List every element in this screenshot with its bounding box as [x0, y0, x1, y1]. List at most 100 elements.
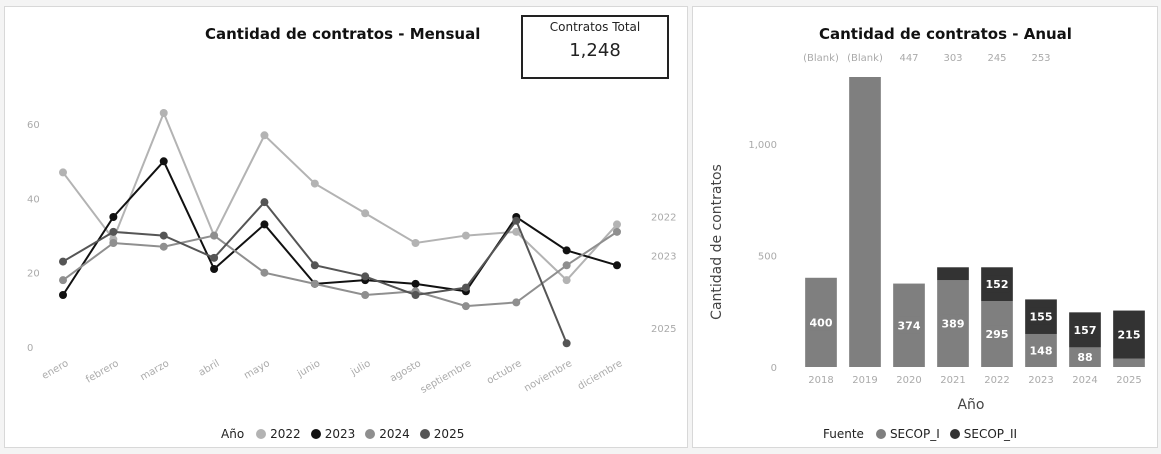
data-point-2022 [461, 231, 470, 240]
annual-total-label: (Blank) [847, 53, 883, 64]
data-point-2024 [512, 298, 521, 307]
data-point-2025 [361, 272, 370, 281]
legend-label-2025[interactable]: 2025 [433, 427, 465, 441]
monthly-x-tick-label: enero [40, 358, 70, 382]
legend-label-2024[interactable]: 2024 [379, 427, 410, 441]
data-point-2025 [411, 291, 420, 299]
data-point-2023 [411, 279, 420, 288]
annual-x-tick-label: 2025 [1116, 375, 1141, 386]
annual-legend: Fuente SECOP_I SECOP_II [823, 427, 1017, 441]
annual-chart-panel: Cantidad de contratos - Anual Cantidad d… [692, 6, 1158, 448]
legend-dot-2025 [419, 429, 430, 439]
annual-x-tick-label: 2023 [1028, 375, 1053, 386]
monthly-x-tick-label: junio [295, 358, 322, 380]
data-point-2022 [411, 239, 420, 247]
data-point-2023 [59, 291, 67, 299]
bar-label-bg [1028, 341, 1054, 359]
data-point-2022 [159, 109, 168, 117]
monthly-x-tick-label: agosto [388, 358, 423, 384]
kpi-label: Contratos Total [549, 20, 641, 34]
kpi-card: Contratos Total 1,248 [521, 15, 669, 79]
data-point-2025 [461, 283, 470, 292]
monthly-x-tick-label: mayo [242, 358, 272, 381]
data-point-2022 [310, 179, 319, 188]
data-point-2025 [562, 339, 571, 348]
bar-value-label: 295 [986, 328, 1009, 341]
legend-label-2023[interactable]: 2023 [324, 427, 356, 441]
legend-label-2022[interactable]: 2022 [270, 427, 301, 441]
annual-x-tick-label: 2018 [808, 375, 833, 386]
monthly-line-chart: 0 20 40 60 enero febrero marzo abril mayo junio ju… [27, 109, 676, 396]
monthly-x-tick-label: marzo [139, 358, 172, 383]
data-point-2025 [512, 216, 521, 225]
bar-value-label: 88 [1077, 351, 1092, 364]
monthly-x-tick-label: noviembre [522, 358, 574, 394]
series-line-2022 [62, 110, 618, 282]
series-line-2025 [62, 200, 568, 344]
data-point-2023 [210, 265, 219, 273]
annual-y-tick-label: 1,000 [748, 140, 777, 151]
data-point-2025 [159, 231, 168, 240]
data-point-2024 [260, 268, 269, 277]
data-point-2023 [260, 220, 269, 229]
monthly-x-tick-label: septiembre [419, 358, 474, 396]
annual-total-label: 253 [1031, 53, 1050, 64]
data-point-2025 [260, 198, 269, 207]
annual-x-tick-label: 2019 [852, 375, 877, 386]
bar-label-bg [940, 314, 966, 332]
annual-x-axis-label: Año [957, 397, 984, 413]
data-point-2022 [613, 220, 621, 229]
annual-y-tick-label: 500 [758, 251, 777, 262]
monthly-y-tick-label: 60 [27, 120, 40, 131]
series-line-2024 [62, 231, 618, 308]
data-point-2024 [210, 231, 219, 240]
monthly-legend: Año 2022 2023 2024 2025 [221, 427, 464, 441]
legend-label-secop-i[interactable]: SECOP_I [889, 427, 940, 441]
annual-bar-chart: Cantidad de contratos 0 500 1,000 400 2018 (Bl… [709, 53, 1145, 413]
annual-total-label: (Blank) [803, 53, 839, 64]
annual-y-tick-label: 0 [771, 363, 777, 374]
monthly-x-tick-label: octubre [485, 358, 524, 387]
data-point-2024 [310, 279, 319, 288]
series-line-2023 [62, 159, 618, 296]
bar-label-bg [984, 275, 1010, 293]
annual-total-label: 245 [987, 53, 1006, 64]
data-point-2025 [210, 253, 219, 262]
monthly-y-tick-label: 20 [27, 269, 40, 280]
data-point-2024 [461, 302, 470, 311]
bar-value-label: 155 [1030, 311, 1053, 324]
legend-label-secop-ii[interactable]: SECOP_II [963, 427, 1018, 441]
data-point-2024 [159, 242, 168, 251]
monthly-x-tick-label: julio [348, 358, 372, 378]
bar-value-label: 157 [1074, 324, 1097, 337]
bar-label-bg [896, 316, 922, 334]
bar-label-bg [1072, 348, 1098, 366]
data-point-2025 [109, 227, 118, 236]
data-point-2025 [59, 257, 67, 266]
annual-y-axis-label: Cantidad de contratos [709, 164, 725, 320]
bar-label-bg [808, 313, 834, 331]
annual-total-label: 447 [899, 53, 918, 64]
data-point-2024 [109, 239, 118, 247]
monthly-chart-panel: Cantidad de contratos - Mensual Contrato… [4, 6, 688, 448]
series-end-label: 2022 [651, 212, 676, 223]
data-point-2023 [613, 261, 621, 270]
series-end-label: 2025 [651, 324, 676, 335]
bar-label-bg [984, 325, 1010, 343]
data-point-2022 [361, 209, 370, 218]
monthly-x-tick-label: abril [197, 358, 222, 379]
legend-dot-secop-ii [949, 429, 960, 439]
legend-dot-2022 [256, 429, 267, 439]
kpi-value: 1,248 [569, 40, 621, 61]
data-point-2022 [260, 131, 269, 140]
data-point-2023 [159, 157, 168, 166]
bar-value-label: 374 [898, 319, 921, 332]
monthly-legend-title: Año [221, 427, 245, 441]
bar-segment-secop_i [849, 77, 881, 367]
data-point-2023 [109, 213, 118, 221]
annual-x-tick-label: 2021 [940, 375, 965, 386]
bar-value-label: 400 [810, 316, 833, 329]
data-point-2022 [512, 227, 521, 236]
annual-x-tick-label: 2024 [1072, 375, 1097, 386]
data-point-2025 [310, 261, 319, 270]
